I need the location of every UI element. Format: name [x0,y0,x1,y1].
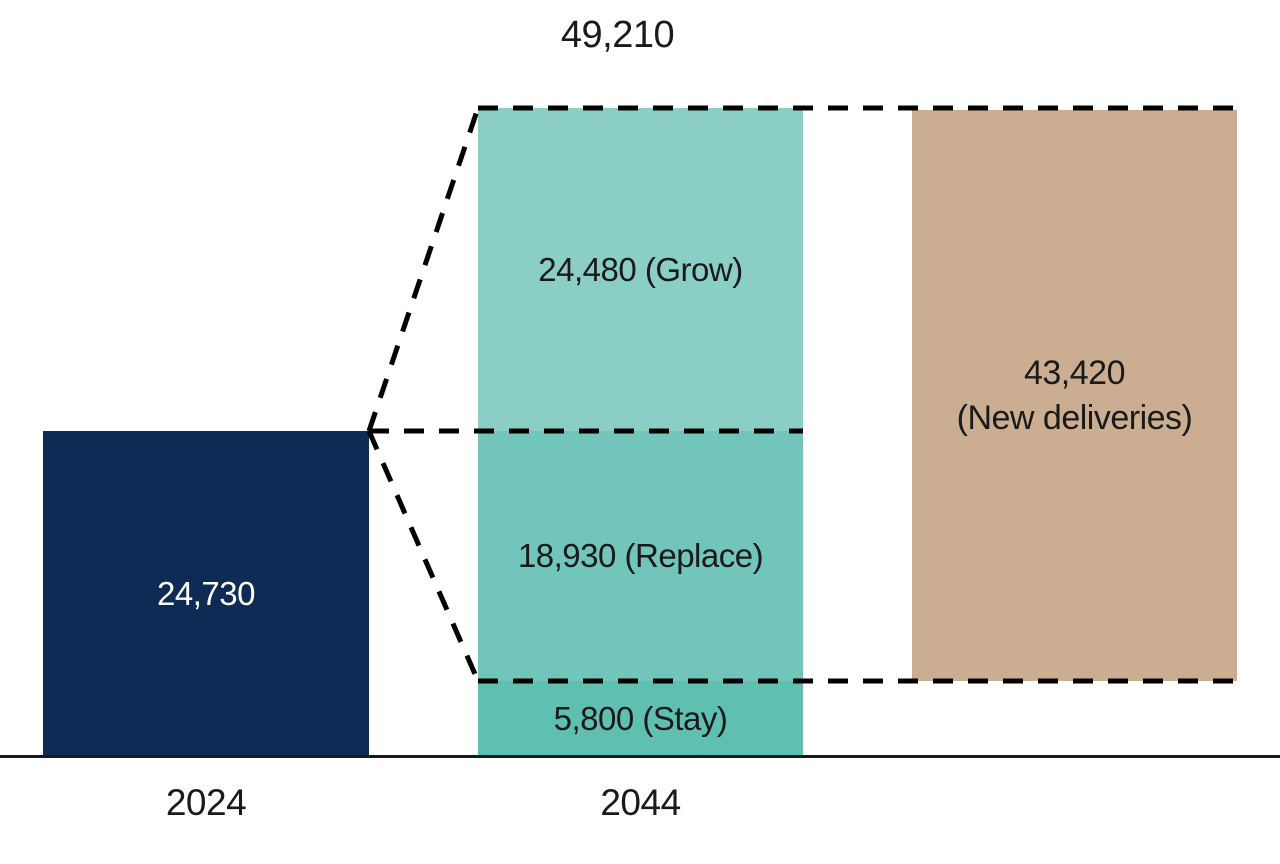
x-axis-baseline [0,755,1280,758]
new-deliveries-caption: (New deliveries) [956,398,1193,437]
connector-diagonal-down-line [366,430,481,682]
x-tick-2044: 2044 [600,782,681,823]
bar-2044-total-label: 49,210 [560,14,675,56]
segment-grow-value-label: 24,480 (Grow) [538,250,743,288]
bar-new-deliveries: 43,420 (New deliveries) [912,110,1237,681]
bar-2044-segment-grow: 24,480 (Grow) [478,108,803,431]
bar-2044-segment-stay: 5,800 (Stay) [478,681,803,756]
connector-diagonal-up-line [366,107,481,432]
segment-stay-value-label: 5,800 (Stay) [553,699,728,737]
bar-2024-fleet: 24,730 [43,431,369,756]
bar-2024-value-label: 24,730 [157,574,255,612]
segment-replace-value-label: 18,930 (Replace) [517,537,764,575]
new-deliveries-value: 43,420 [1023,354,1126,393]
bar-2044-segment-replace: 18,930 (Replace) [478,431,803,681]
new-deliveries-value-label: 43,420 (New deliveries) [957,351,1193,439]
x-tick-2024: 2024 [165,782,247,823]
